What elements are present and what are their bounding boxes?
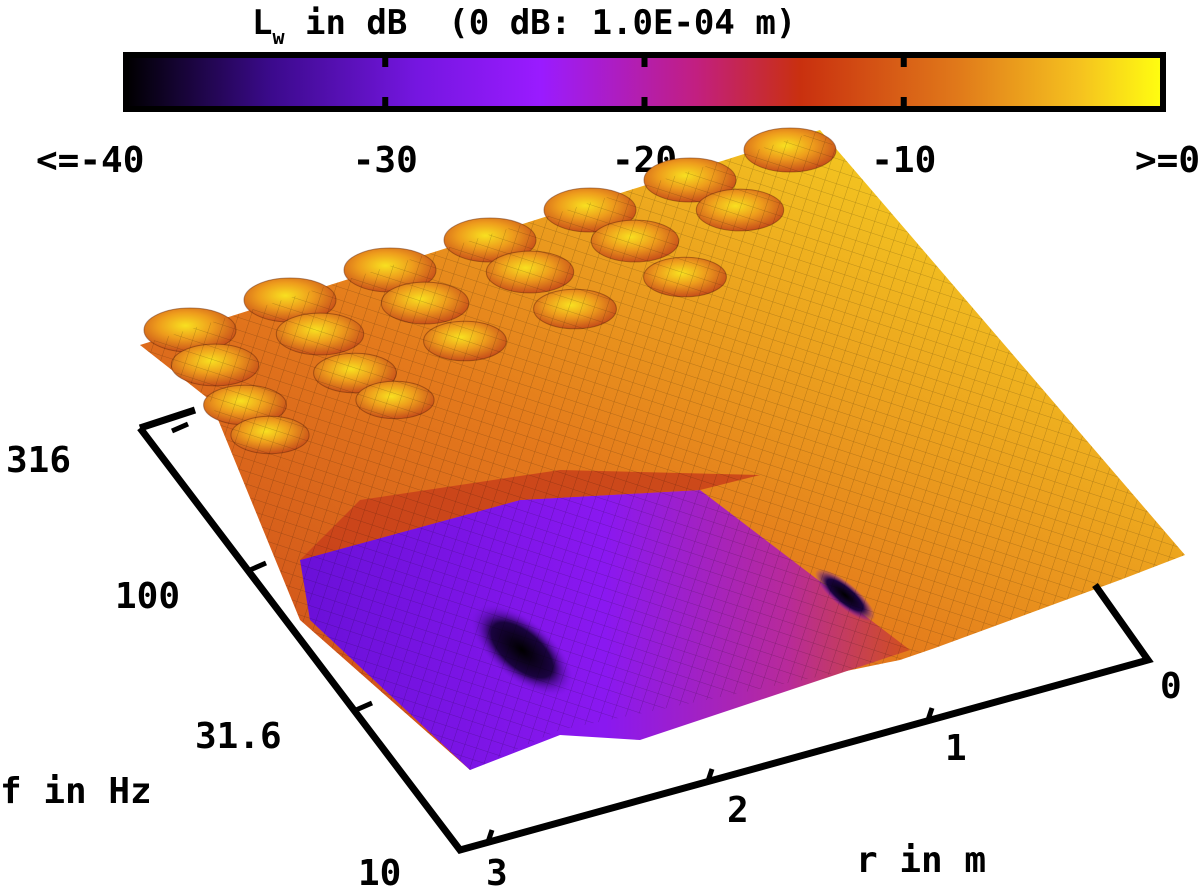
- colorbar-tick-label: >=0: [1135, 140, 1200, 181]
- floor-back-edge: [138, 406, 197, 432]
- floor-frame: [137, 425, 1154, 855]
- colorbar-ticks: [382, 55, 907, 109]
- r-tick-label-1: 1: [945, 728, 967, 769]
- f-tick-label-316: 316: [6, 440, 71, 481]
- r-tick: [485, 829, 495, 843]
- colorbar-tick-label: -30: [353, 140, 418, 181]
- f-tick: [248, 560, 268, 573]
- f-tick: [170, 421, 190, 434]
- r-axis: 0 1 2 3 r in m: [485, 666, 1182, 887]
- f-tick-label-31.6: 31.6: [195, 716, 282, 757]
- r-tick-label-0: 0: [1160, 666, 1182, 707]
- r-tick-label-3: 3: [486, 853, 508, 887]
- f-tick-label-10: 10: [358, 853, 401, 887]
- colorbar-labels: <=-40 -30 -20 -10 >=0: [36, 140, 1200, 181]
- f-tick: [354, 700, 374, 713]
- r-tick: [925, 707, 935, 721]
- r-tick-label-2: 2: [727, 790, 749, 831]
- surface-mesh: [140, 130, 1185, 770]
- chart-title: Lw in dB (0 dB: 1.0E-04 m): [252, 3, 796, 49]
- colorbar-tick-label: <=-40: [36, 140, 144, 181]
- r-axis-label: r in m: [856, 840, 986, 881]
- f-axis-label: f in Hz: [0, 771, 152, 812]
- r-tick: [705, 768, 715, 782]
- colorbar-tick-label: -10: [871, 140, 936, 181]
- f-tick-label-100: 100: [115, 576, 180, 617]
- colorbar: <=-40 -30 -20 -10 >=0: [36, 52, 1200, 181]
- surface: [140, 127, 1185, 770]
- f-axis: 316 100 31.6 10 f in Hz: [0, 421, 401, 887]
